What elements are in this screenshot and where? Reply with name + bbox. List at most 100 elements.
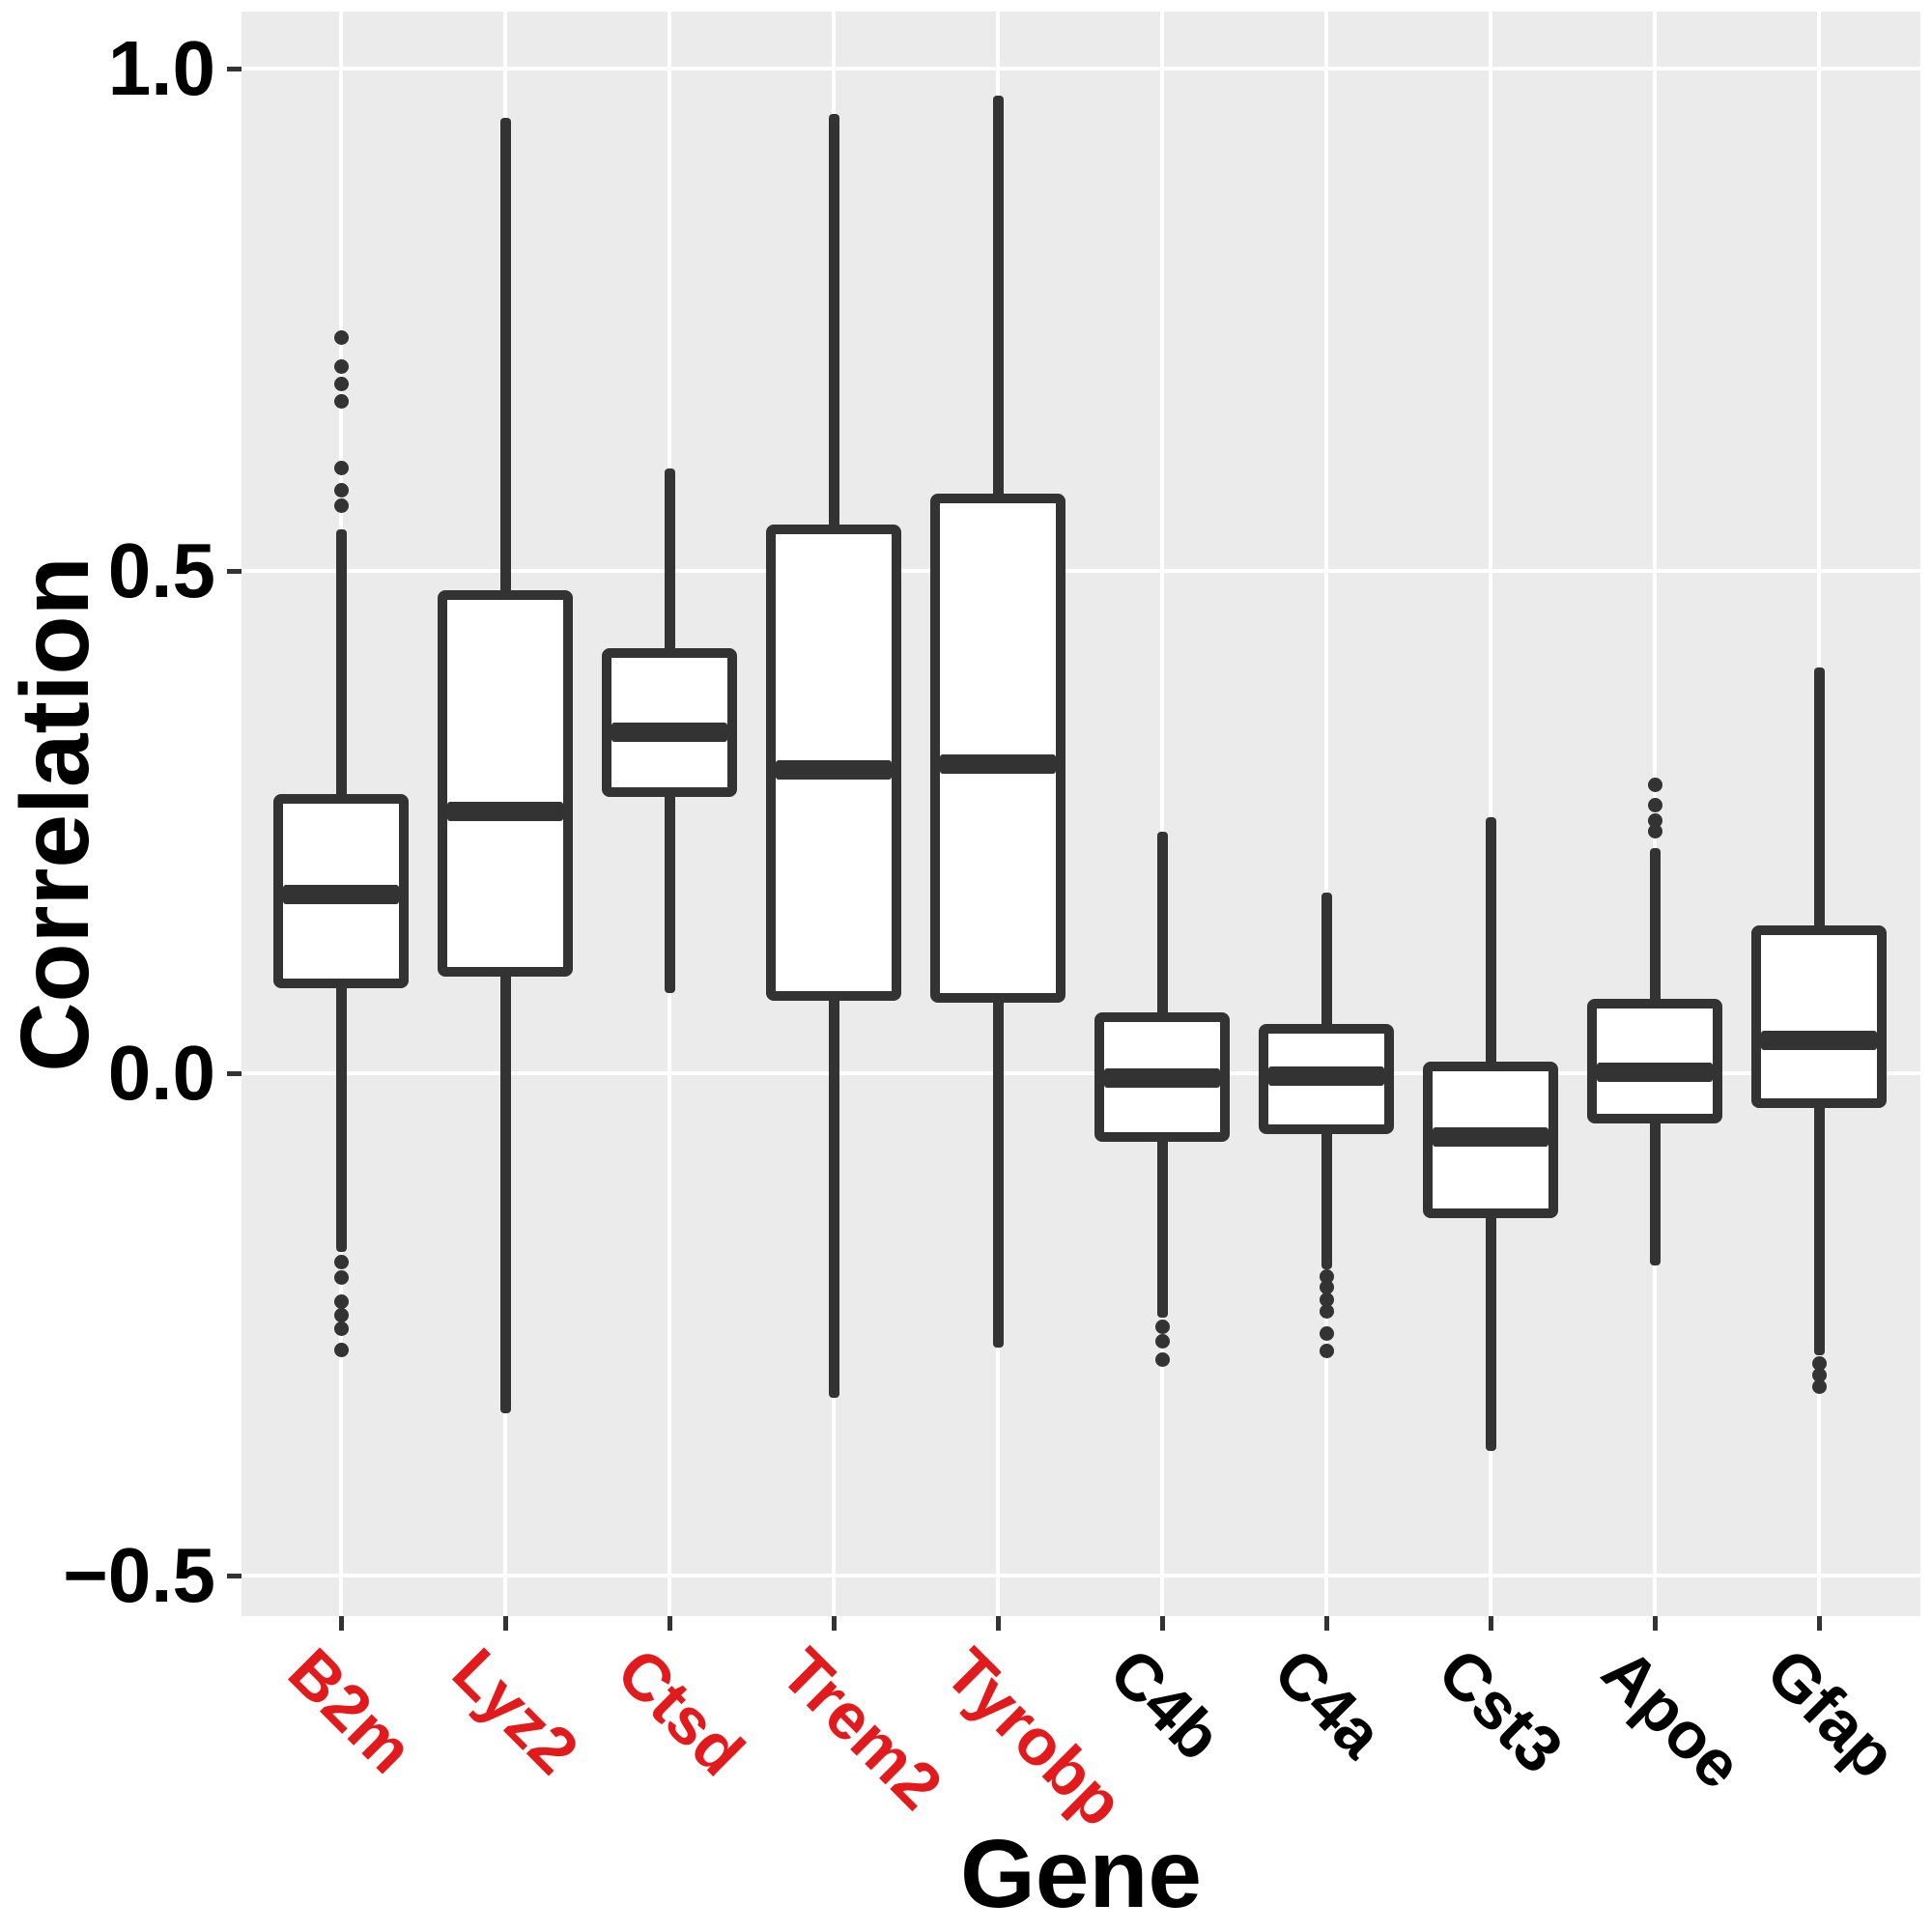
outlier-c4a [1319, 1303, 1334, 1319]
whisker-lower-gfap [1813, 1103, 1825, 1356]
whisker-upper-cst3 [1485, 816, 1496, 1066]
outlier-c4a [1319, 1343, 1334, 1358]
outlier-b2m [333, 1293, 349, 1309]
y-tick-label: 0.0 [107, 1030, 215, 1116]
x-tick-mark [1159, 1616, 1165, 1631]
outlier-c4a [1319, 1325, 1334, 1341]
x-gridline [1489, 12, 1492, 1616]
x-gridline [1160, 12, 1164, 1616]
whisker-lower-apoe [1649, 1118, 1661, 1265]
box-gfap [1751, 925, 1887, 1109]
x-tick-label-c4b: C4b [1095, 1634, 1236, 1775]
outlier-apoe [1647, 778, 1662, 793]
whisker-upper-trem2 [828, 113, 839, 530]
outlier-b2m [333, 1255, 349, 1270]
outlier-b2m [333, 461, 349, 476]
y-tick-mark [227, 568, 242, 574]
x-tick-mark [1652, 1616, 1658, 1631]
whisker-upper-lyz2 [499, 117, 511, 595]
whisker-upper-b2m [335, 529, 347, 800]
outlier-b2m [333, 1342, 349, 1357]
outlier-c4a [1319, 1292, 1334, 1307]
whisker-lower-tyrobp [992, 998, 1004, 1348]
whisker-lower-c4a [1321, 1129, 1332, 1269]
outlier-b2m [333, 1269, 349, 1285]
median-tyrobp [940, 753, 1056, 774]
median-b2m [283, 884, 399, 904]
outlier-apoe [1647, 823, 1662, 838]
whisker-upper-ctsd [664, 468, 675, 654]
whisker-upper-c4b [1156, 832, 1168, 1017]
whisker-lower-ctsd [664, 791, 675, 993]
y-tick-mark [227, 66, 242, 71]
y-tick-mark [227, 1573, 242, 1578]
x-tick-label-tyrobp: Tyrobp [931, 1634, 1138, 1841]
y-tick-label: −0.5 [63, 1532, 215, 1618]
outlier-b2m [333, 330, 349, 346]
outlier-gfap [1811, 1367, 1827, 1382]
whisker-upper-tyrobp [992, 96, 1004, 499]
outlier-c4a [1319, 1268, 1334, 1284]
box-ctsd [602, 648, 737, 797]
box-tyrobp [930, 494, 1065, 1003]
x-tick-mark [502, 1616, 508, 1631]
y-tick-mark [227, 1070, 242, 1076]
median-ctsd [611, 723, 727, 743]
y-gridline [242, 1071, 1920, 1075]
x-tick-label-b2m: B2m [274, 1634, 428, 1788]
x-tick-mark [831, 1616, 837, 1631]
x-tick-label-trem2: Trem2 [767, 1634, 956, 1824]
outlier-b2m [333, 483, 349, 498]
outlier-gfap [1811, 1378, 1827, 1394]
median-c4a [1268, 1066, 1384, 1087]
y-axis-title: Correlation [1, 555, 109, 1072]
outlier-c4a [1319, 1280, 1334, 1295]
whisker-lower-b2m [335, 983, 347, 1253]
whisker-upper-gfap [1813, 667, 1825, 931]
x-tick-mark [1488, 1616, 1493, 1631]
whisker-lower-c4b [1156, 1136, 1168, 1318]
x-gridline [1324, 12, 1328, 1616]
median-lyz2 [447, 801, 563, 821]
x-tick-mark [995, 1616, 1001, 1631]
y-tick-label: 0.5 [107, 527, 215, 613]
median-trem2 [776, 759, 892, 780]
outlier-b2m [333, 393, 349, 409]
box-lyz2 [438, 589, 573, 977]
box-apoe [1587, 999, 1722, 1123]
median-gfap [1761, 1030, 1877, 1050]
whisker-lower-lyz2 [499, 971, 511, 1413]
whisker-lower-trem2 [828, 995, 839, 1398]
whisker-lower-cst3 [1485, 1212, 1496, 1452]
outlier-b2m [333, 497, 349, 513]
outlier-b2m [333, 359, 349, 375]
x-tick-label-lyz2: Lyz2 [439, 1634, 592, 1789]
outlier-b2m [333, 377, 349, 392]
y-gridline [242, 67, 1920, 71]
median-cst3 [1433, 1126, 1548, 1147]
outlier-c4b [1154, 1351, 1170, 1367]
outlier-b2m [333, 1308, 349, 1323]
x-tick-label-gfap: Gfap [1752, 1634, 1911, 1793]
x-tick-mark [1323, 1616, 1329, 1631]
outlier-apoe [1647, 797, 1662, 812]
outlier-c4b [1154, 1334, 1170, 1350]
x-tick-label-cst3: Cst3 [1424, 1634, 1577, 1788]
x-tick-mark [338, 1616, 344, 1631]
median-apoe [1597, 1062, 1713, 1082]
y-tick-label: 1.0 [107, 25, 215, 111]
median-c4b [1104, 1068, 1220, 1089]
x-tick-label-ctsd: Ctsd [603, 1634, 758, 1790]
x-tick-label-apoe: Apoe [1588, 1634, 1757, 1804]
whisker-upper-apoe [1649, 848, 1661, 1005]
x-tick-mark [1816, 1616, 1822, 1631]
whisker-upper-c4a [1321, 892, 1332, 1030]
x-tick-label-c4a: C4a [1260, 1634, 1398, 1773]
x-axis-title: Gene [959, 1820, 1203, 1928]
y-gridline [242, 569, 1920, 573]
y-gridline [242, 1574, 1920, 1577]
outlier-b2m [333, 1321, 349, 1336]
outlier-gfap [1811, 1356, 1827, 1372]
x-tick-mark [667, 1616, 672, 1631]
